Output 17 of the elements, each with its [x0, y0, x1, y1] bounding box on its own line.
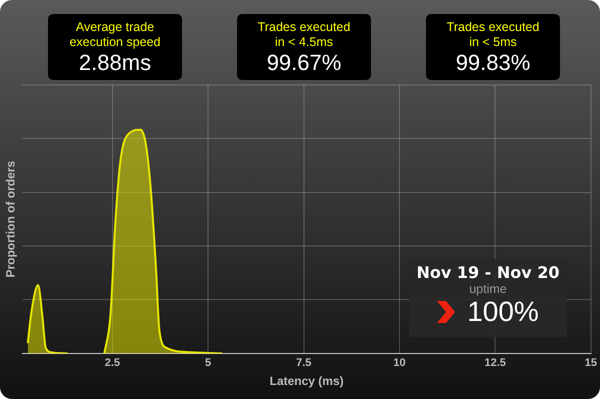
text: 99.83%	[454, 50, 532, 76]
text: Trades executed in < 5ms	[446, 20, 540, 50]
annotation: Nov 19 - Nov 20	[415, 263, 561, 282]
text: Average trade execution speed	[68, 20, 162, 50]
text: Trades executed in < 4.5ms	[256, 20, 352, 50]
x-axis-title: Latency (ms)	[270, 374, 344, 388]
y-axis-title: Proportion of orders	[4, 160, 18, 278]
x-tick-label: 2.5	[104, 357, 120, 370]
text: 2.88ms	[78, 50, 152, 76]
x-tick-label: 15	[584, 357, 598, 370]
x-tick-label: 12.5	[484, 357, 506, 370]
x-tick-label: 7.5	[296, 357, 312, 370]
text: 99.67%	[266, 50, 342, 76]
annotation: 100%	[467, 296, 539, 328]
x-tick-label: 10	[393, 357, 406, 370]
x-tick-label: 5	[205, 357, 212, 370]
annotation: uptime	[468, 282, 508, 296]
